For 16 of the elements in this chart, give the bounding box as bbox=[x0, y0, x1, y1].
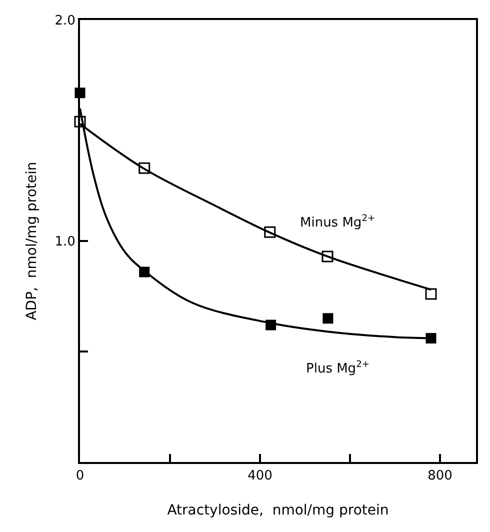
point bbox=[426, 332, 436, 344]
x-tick-label: 800 bbox=[428, 468, 452, 484]
x-tick-label: 400 bbox=[248, 468, 272, 484]
point bbox=[264, 226, 276, 238]
series-label: Minus Mg$^{2+}$ bbox=[300, 214, 376, 230]
x-axis-title: Atractyloside, nmol/mg protein bbox=[167, 502, 389, 518]
y-tick-label: 2.0 bbox=[54, 14, 76, 29]
point bbox=[322, 250, 334, 262]
point bbox=[138, 162, 150, 174]
y-tick-label: 1.0 bbox=[54, 234, 76, 250]
point bbox=[322, 313, 334, 324]
series-label: Plus Mg$^{2+}$ bbox=[306, 360, 370, 376]
y-axis-title: ADP, nmol/mg protein bbox=[24, 162, 40, 320]
point bbox=[425, 288, 437, 300]
x-tick-label: 0 bbox=[76, 468, 84, 484]
point bbox=[74, 116, 86, 128]
